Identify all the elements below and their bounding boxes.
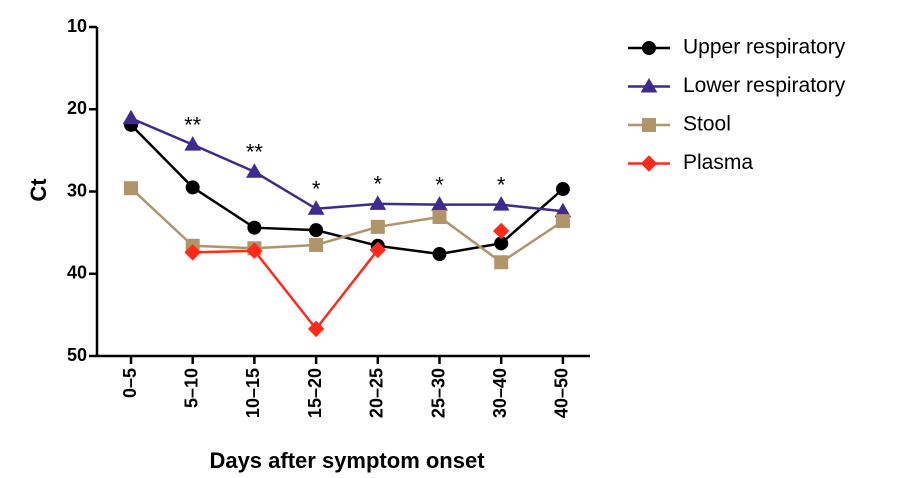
data-point xyxy=(122,109,140,125)
legend-marker xyxy=(642,41,656,55)
annotation: * xyxy=(312,177,321,202)
series-line xyxy=(130,187,564,264)
legend-label: Stool xyxy=(683,113,731,136)
annotation: ** xyxy=(184,112,202,137)
legend-marker xyxy=(642,118,656,132)
data-point xyxy=(492,222,510,240)
y-tick-label: 50 xyxy=(67,345,87,365)
data-point xyxy=(555,182,570,197)
y-tick-label: 40 xyxy=(67,263,87,283)
data-point xyxy=(246,163,263,178)
data-point xyxy=(369,241,387,259)
data-point xyxy=(124,181,138,196)
x-tick-label: 25–30 xyxy=(428,368,448,418)
data-point xyxy=(432,247,447,262)
data-point xyxy=(555,214,570,229)
legend-marker xyxy=(640,155,658,172)
x-tick-label: 5–10 xyxy=(181,368,201,408)
data-point xyxy=(307,320,325,338)
legend-label: Lower respiratory xyxy=(683,74,846,97)
x-tick-label: 0–5 xyxy=(120,368,140,398)
data-point xyxy=(246,242,263,259)
annotation: * xyxy=(374,172,383,197)
legend-label: Upper respiratory xyxy=(683,36,846,59)
annotation: * xyxy=(435,172,444,197)
data-point xyxy=(247,220,262,235)
data-point xyxy=(184,244,201,261)
legend-marker xyxy=(640,77,658,93)
annotation: * xyxy=(497,172,506,197)
data-point xyxy=(370,219,385,234)
x-tick-label: 15–20 xyxy=(305,368,325,418)
data-point xyxy=(185,180,200,195)
data-point xyxy=(184,136,202,151)
y-tick-label: 20 xyxy=(67,98,87,118)
legend-label: Plasma xyxy=(683,151,753,174)
data-point xyxy=(309,237,324,252)
y-tick-label: 10 xyxy=(67,16,87,36)
x-tick-label: 20–25 xyxy=(367,368,387,418)
data-point xyxy=(307,200,325,215)
y-tick-label: 30 xyxy=(67,180,87,200)
data-point xyxy=(369,195,387,210)
data-point xyxy=(309,223,324,238)
data-point xyxy=(492,196,510,211)
data-point xyxy=(494,255,509,270)
y-axis-title: Ct xyxy=(26,178,51,202)
x-tick-label: 30–40 xyxy=(490,368,510,418)
x-tick-label: 40–50 xyxy=(552,368,572,418)
series-line xyxy=(130,117,564,213)
annotation: ** xyxy=(246,140,264,165)
x-tick-label: 10–15 xyxy=(243,368,263,418)
series-line xyxy=(193,231,502,329)
x-axis-title: Days after symptom onset xyxy=(209,448,485,473)
series-line xyxy=(130,123,564,256)
data-point xyxy=(432,209,447,224)
